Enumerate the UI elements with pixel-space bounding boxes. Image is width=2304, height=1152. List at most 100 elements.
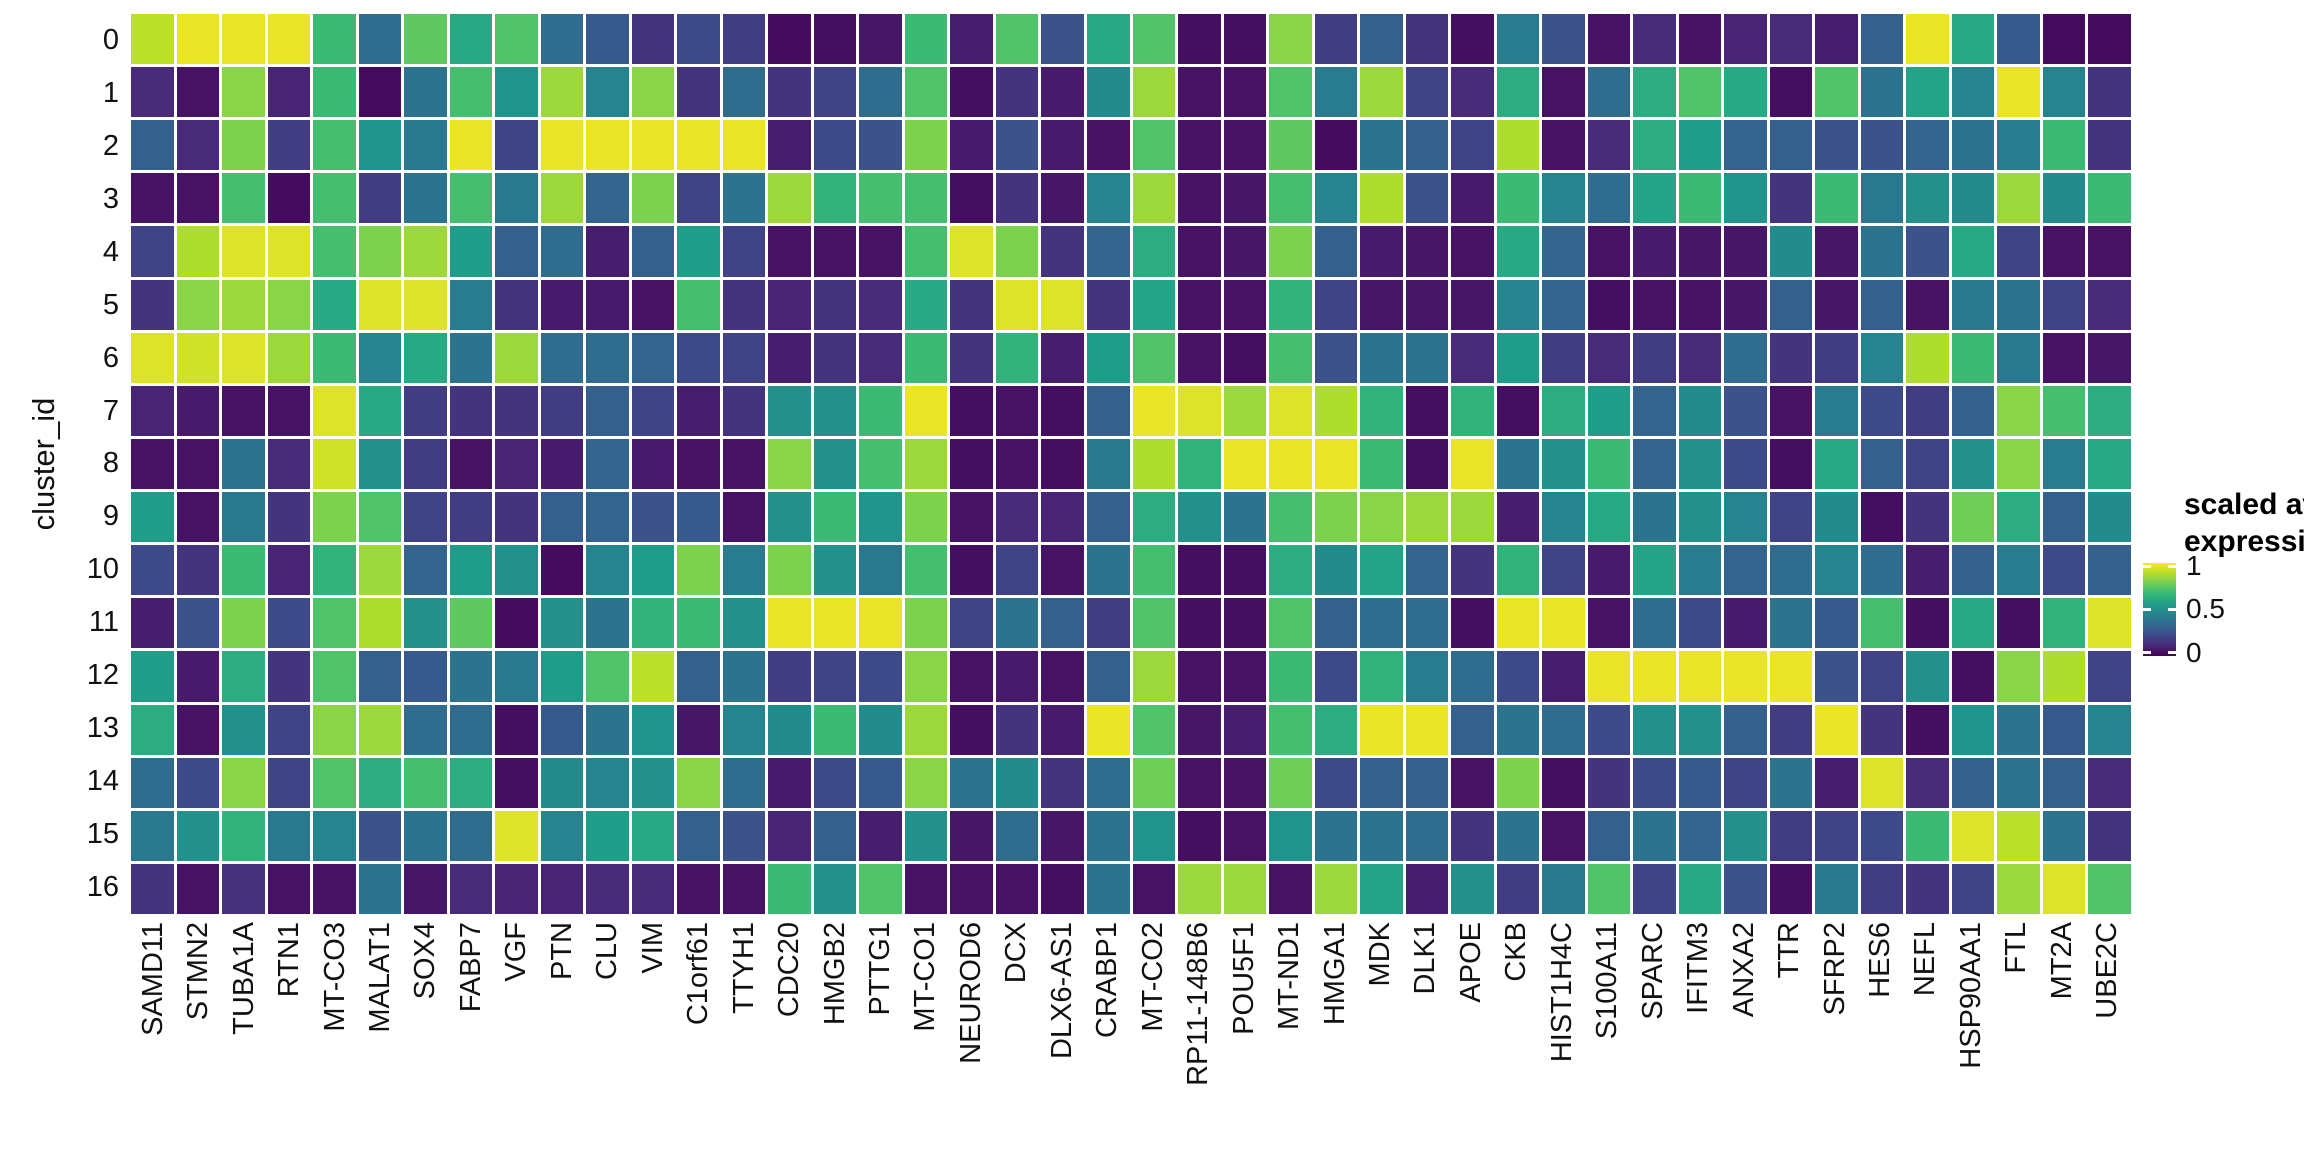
heatmap-cell: [1269, 385, 1312, 436]
x-tick-label-RTN1: RTN1: [267, 922, 312, 1150]
heatmap-cell: [1997, 651, 2040, 702]
heatmap-cell: [677, 173, 720, 224]
heatmap-cell: [2088, 279, 2131, 330]
heatmap-cell: [540, 757, 584, 808]
heatmap-cell: [495, 492, 538, 543]
heatmap-cell: [950, 279, 993, 330]
heatmap-cell: [722, 332, 766, 383]
heatmap-cell: [1178, 385, 1221, 436]
heatmap-cell: [1132, 651, 1176, 702]
x-tick-label-RP11-148B6: RP11-148B6: [1176, 922, 1221, 1150]
x-tick-label-MT-CO3: MT-CO3: [313, 922, 358, 1150]
heatmap-cell: [495, 438, 538, 490]
heatmap-cell: [1223, 120, 1267, 171]
heatmap-cell: [1906, 757, 1949, 808]
heatmap-cell: [1086, 810, 1130, 861]
heatmap-cell: [1769, 704, 1813, 755]
heatmap-cell: [1086, 332, 1130, 383]
heatmap-cell: [859, 651, 902, 702]
heatmap-cell: [222, 226, 265, 277]
heatmap-cell: [1178, 757, 1221, 808]
heatmap-cell: [1678, 385, 1722, 436]
heatmap-cell: [631, 704, 675, 755]
heatmap-cell: [586, 757, 629, 808]
heatmap-cell: [950, 492, 993, 543]
heatmap-cell: [1951, 492, 1995, 543]
gene-label: HIST1H4C: [1545, 922, 1578, 1063]
heatmap-cell: [904, 598, 948, 649]
heatmap-cell: [495, 651, 538, 702]
heatmap-cell: [1269, 651, 1312, 702]
heatmap-cell: [540, 226, 584, 277]
heatmap-cell: [495, 704, 538, 755]
heatmap-cell: [222, 14, 265, 65]
y-tick-label-8: 8: [102, 447, 119, 480]
heatmap-cell: [2042, 651, 2086, 702]
heatmap-cell: [722, 173, 766, 224]
heatmap-cell: [722, 810, 766, 861]
heatmap-cell: [2042, 863, 2086, 914]
heatmap-cell: [904, 492, 948, 543]
heatmap-cell: [131, 810, 174, 861]
x-tick-label-C1orf61: C1orf61: [676, 922, 721, 1150]
gene-label: IFITM3: [1682, 922, 1715, 1014]
heatmap-cell: [1360, 438, 1403, 490]
heatmap-cell: [1860, 332, 1904, 383]
x-tick-label-MDK: MDK: [1358, 922, 1403, 1150]
heatmap-cell: [1405, 492, 1449, 543]
heatmap-cell: [995, 545, 1039, 596]
heatmap-cell: [1132, 173, 1176, 224]
heatmap-cell: [950, 757, 993, 808]
heatmap-cell: [1451, 14, 1494, 65]
heatmap-cell: [540, 492, 584, 543]
y-tick-label-9: 9: [102, 500, 119, 533]
heatmap-cell: [449, 863, 493, 914]
heatmap-cell: [2088, 545, 2131, 596]
heatmap-cell: [1997, 757, 2040, 808]
heatmap-cell: [631, 14, 675, 65]
heatmap-cell: [449, 438, 493, 490]
gene-label: RP11-148B6: [1182, 922, 1215, 1086]
legend-tick-label-05: 0.5: [2186, 593, 2225, 624]
heatmap-cell: [2088, 810, 2131, 861]
legend-tick-1: [2143, 565, 2176, 568]
heatmap-cell: [1314, 120, 1358, 171]
legend-tick-label-0: 0: [2186, 637, 2202, 668]
heatmap-cell: [267, 14, 311, 65]
y-tick-label-4: 4: [102, 235, 119, 268]
heatmap-cell: [176, 438, 220, 490]
heatmap-cell: [1815, 173, 1858, 224]
heatmap-cell: [677, 492, 720, 543]
heatmap-cell: [176, 810, 220, 861]
heatmap-cell: [1496, 332, 1540, 383]
heatmap-cell: [540, 810, 584, 861]
heatmap-cell: [813, 704, 857, 755]
heatmap-cell: [1815, 651, 1858, 702]
heatmap-cell: [904, 14, 948, 65]
y-tick-label-14: 14: [86, 765, 119, 798]
heatmap-cell: [1269, 120, 1312, 171]
heatmap-cell: [358, 757, 402, 808]
heatmap-cell: [176, 173, 220, 224]
heatmap-cell: [1086, 863, 1130, 914]
heatmap-cell: [1223, 757, 1267, 808]
heatmap-cell: [1724, 863, 1767, 914]
heatmap-cell: [1951, 810, 1995, 861]
heatmap-cell: [1769, 226, 1813, 277]
heatmap-cell: [1360, 226, 1403, 277]
gene-label: FABP7: [454, 922, 487, 1013]
heatmap-cell: [1951, 598, 1995, 649]
x-tick-label-MALAT1: MALAT1: [358, 922, 403, 1150]
legend-tick-label-1: 1: [2186, 550, 2202, 581]
heatmap-cell: [1041, 704, 1084, 755]
heatmap-cell: [222, 173, 265, 224]
heatmap-cell: [358, 492, 402, 543]
heatmap-cell: [1041, 279, 1084, 330]
heatmap-cell: [404, 226, 447, 277]
heatmap-cell: [1269, 492, 1312, 543]
heatmap-cell: [1678, 438, 1722, 490]
heatmap-cell: [1041, 438, 1084, 490]
heatmap-cell: [1314, 438, 1358, 490]
heatmap-cell: [1587, 598, 1631, 649]
heatmap-cell: [1633, 438, 1676, 490]
